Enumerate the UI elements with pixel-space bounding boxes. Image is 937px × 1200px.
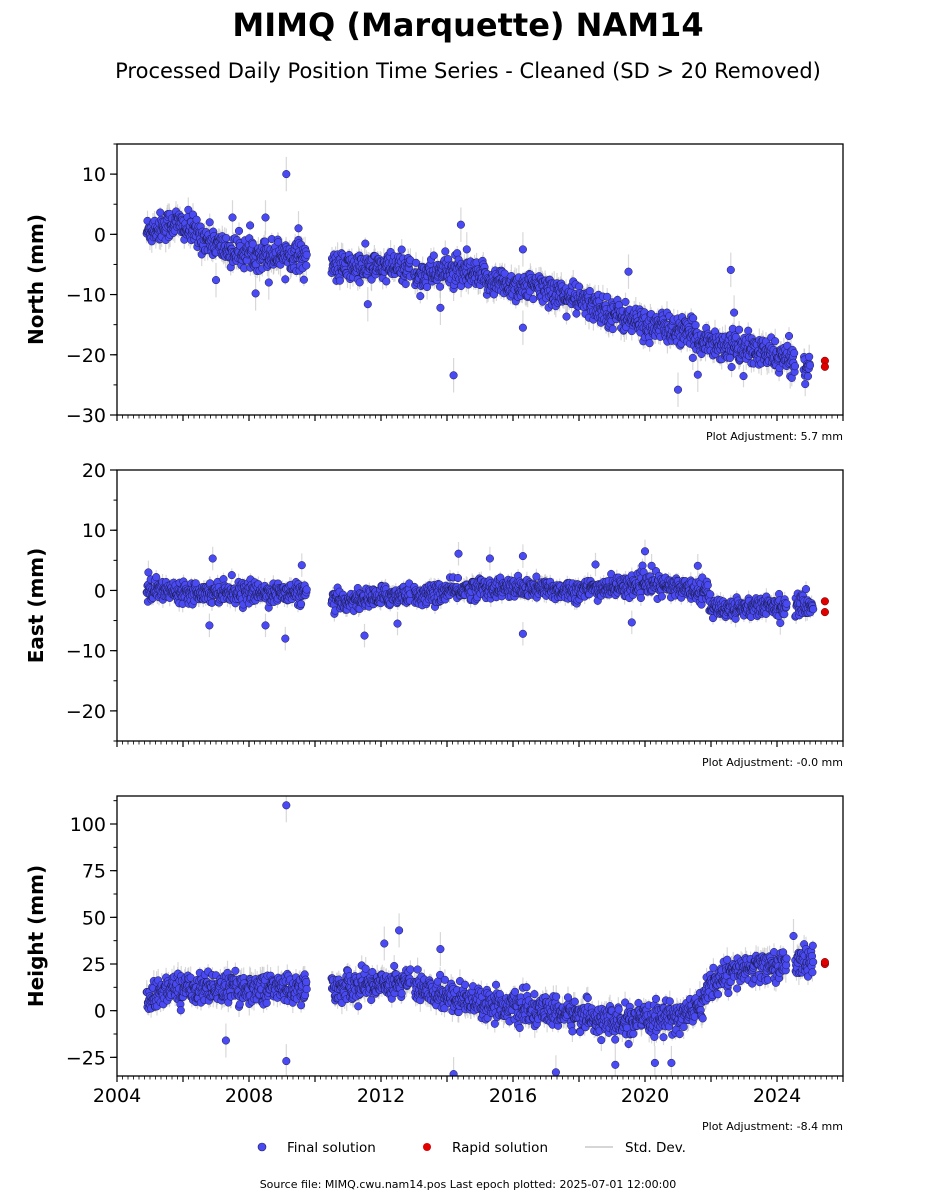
final-point	[603, 292, 612, 301]
final-point	[739, 372, 748, 381]
final-point	[518, 245, 527, 254]
final-point	[423, 282, 432, 292]
final-point	[248, 240, 257, 249]
final-point	[261, 213, 270, 222]
final-point	[691, 321, 700, 330]
final-point	[784, 331, 794, 341]
plot-area	[142, 539, 829, 651]
final-point	[572, 309, 581, 318]
final-point	[228, 213, 237, 222]
final-point	[335, 276, 344, 285]
final-point	[363, 300, 372, 309]
final-point	[803, 372, 813, 381]
plot-adjustment-note: Plot Adjustment: 5.7 mm	[706, 430, 843, 443]
chart-subtitle: Processed Daily Position Time Series - C…	[115, 59, 821, 83]
y-tick-label: −10	[66, 285, 106, 307]
final-point	[790, 362, 800, 371]
y-tick-label: −20	[66, 345, 106, 367]
final-point	[575, 282, 584, 291]
rapid-point	[820, 362, 829, 371]
final-point	[361, 239, 370, 248]
final-point	[621, 297, 630, 306]
final-point	[645, 339, 654, 348]
final-point	[608, 325, 617, 334]
final-point	[462, 245, 471, 254]
final-point	[449, 371, 458, 380]
chart-title: MIMQ (Marquette) NAM14	[232, 6, 703, 44]
final-point	[156, 208, 165, 217]
final-point	[274, 238, 283, 247]
final-point	[299, 275, 308, 284]
final-point	[416, 292, 425, 301]
final-point	[281, 275, 290, 284]
final-point	[456, 220, 465, 229]
final-point	[805, 361, 815, 370]
final-points	[142, 170, 815, 394]
final-point	[529, 295, 538, 304]
y-tick-label: 0	[94, 224, 106, 246]
final-point	[688, 353, 697, 362]
final-point	[436, 282, 445, 291]
final-point	[294, 224, 303, 233]
y-tick-label: 10	[82, 164, 106, 186]
y-tick-label: −30	[66, 405, 106, 427]
final-point	[562, 312, 571, 321]
y-axis-label: North (mm)	[24, 214, 48, 345]
final-point	[673, 385, 683, 394]
final-point	[246, 221, 255, 230]
final-point	[264, 278, 273, 287]
final-point	[302, 250, 311, 259]
final-point	[585, 286, 594, 296]
final-point	[730, 308, 739, 317]
final-point	[441, 247, 450, 256]
final-point	[411, 258, 421, 267]
final-point	[790, 349, 799, 358]
final-point	[518, 323, 527, 332]
final-point	[771, 337, 780, 346]
final-point	[355, 278, 364, 287]
final-point	[689, 314, 698, 323]
final-point	[205, 218, 214, 227]
final-point	[382, 277, 391, 286]
final-point	[397, 245, 406, 254]
final-point	[211, 276, 221, 285]
final-point	[192, 215, 201, 224]
final-point	[302, 261, 311, 270]
final-point	[805, 352, 814, 361]
panel-north: 10 0 −10 −20 −30 North (mm) Plot Adjustment: 5…	[24, 143, 844, 443]
final-point	[436, 303, 445, 312]
final-point	[801, 380, 810, 389]
final-point	[429, 251, 438, 260]
final-point	[693, 370, 702, 379]
final-point	[725, 353, 735, 362]
final-point	[726, 265, 735, 274]
final-point	[624, 267, 633, 276]
plot-area	[142, 156, 829, 407]
final-point	[234, 226, 244, 235]
final-points	[142, 547, 818, 643]
final-point	[744, 326, 753, 335]
final-point	[727, 362, 736, 372]
final-point	[735, 325, 744, 334]
final-point	[282, 170, 291, 179]
final-point	[222, 234, 231, 243]
final-point	[401, 279, 410, 289]
final-point	[251, 289, 260, 298]
